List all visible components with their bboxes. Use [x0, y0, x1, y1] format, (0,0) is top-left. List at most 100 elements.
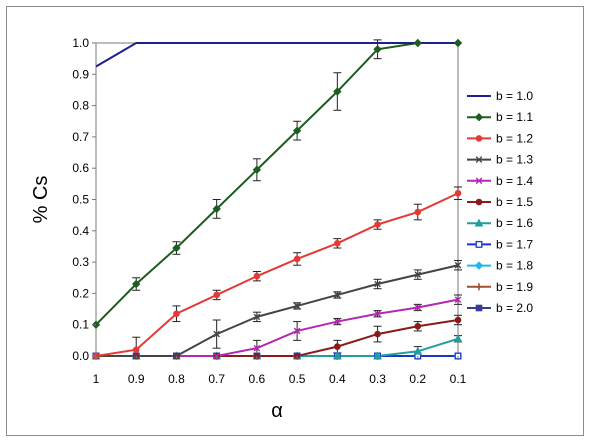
legend-label: b = 2.0	[496, 301, 533, 315]
data-point-b13	[374, 280, 381, 288]
data-point-b12	[374, 221, 381, 228]
data-point-b12	[253, 272, 261, 280]
legend-label: b = 1.4	[496, 174, 533, 188]
legend-label: b = 1.8	[496, 259, 533, 273]
y-tick-label: 1.0	[72, 36, 89, 50]
data-point-b15	[414, 322, 422, 330]
data-point-b14	[293, 327, 301, 335]
data-point-b11	[292, 126, 302, 135]
plot-border	[95, 42, 459, 357]
data-point-b11	[172, 243, 181, 253]
series-lines	[95, 42, 459, 357]
legend-marker	[474, 261, 484, 270]
series-line-b12	[95, 192, 459, 357]
legend: b = 1.0 b = 1.1 b = 1.2 b = 1.3 b = 1.4 b = 1…	[467, 89, 533, 315]
series-line-b13	[96, 264, 459, 357]
data-point-b16	[453, 334, 463, 343]
data-point-b13	[253, 313, 261, 321]
data-point-b11	[373, 45, 382, 54]
y-tick-label: 0.7	[72, 130, 89, 144]
series-line-b10	[95, 42, 458, 68]
data-point-b14	[414, 304, 422, 311]
data-point-b11	[132, 279, 141, 289]
data-point-b11	[212, 204, 221, 214]
y-tick-label: 0.9	[72, 67, 89, 81]
data-point-b12	[173, 310, 180, 318]
data-point-b12	[414, 208, 422, 216]
data-point-b16	[413, 346, 423, 355]
legend-item-b17: b = 1.7	[467, 237, 533, 251]
data-point-b13	[414, 271, 422, 278]
data-point-b12	[454, 189, 462, 197]
data-point-b15	[454, 316, 462, 324]
legend-item-b20: b = 2.0	[467, 301, 533, 315]
legend-item-b14: b = 1.4	[467, 174, 533, 188]
legend-label: b = 1.6	[496, 216, 533, 230]
x-tick-label: 0.6	[249, 372, 266, 386]
legend-label: b = 1.2	[496, 131, 533, 145]
series-line-b11	[95, 42, 458, 326]
data-point-b14	[454, 296, 462, 303]
x-tick-label: 0.3	[369, 372, 386, 386]
data-point-b11	[413, 38, 422, 48]
data-point-b13	[213, 330, 220, 338]
data-point-b14	[374, 310, 381, 318]
data-point-b14	[334, 318, 341, 325]
plot-area	[95, 42, 459, 357]
data-point-b12	[334, 240, 341, 247]
x-tick-label: 0.2	[409, 372, 426, 386]
data-point-b15	[334, 343, 341, 350]
legend-item-b15: b = 1.5	[467, 195, 533, 209]
legend-marker	[475, 283, 483, 291]
data-point-b12	[293, 255, 301, 263]
legend-item-b18: b = 1.8	[467, 259, 533, 273]
legend-item-b13: b = 1.3	[467, 153, 533, 167]
legend-item-b10: b = 1.0	[467, 89, 533, 103]
legend-item-b11: b = 1.1	[467, 110, 533, 124]
legend-item-b12: b = 1.2	[467, 131, 533, 145]
y-tick-label: 0.1	[72, 318, 89, 332]
legend-item-b16: b = 1.6	[467, 216, 533, 230]
x-tick-label: 0.1	[450, 372, 467, 386]
x-tick-label: 0.9	[128, 372, 145, 386]
x-tick-label: 0.4	[329, 372, 346, 386]
x-axis-ticks: 1 0.9 0.8 0.7 0.6 0.5 0.4 0.3 0.2 0.1	[93, 356, 467, 386]
legend-marker	[475, 304, 483, 312]
y-tick-label: 0.4	[72, 224, 89, 238]
legend-marker	[475, 177, 483, 185]
y-tick-label: 0.6	[72, 161, 89, 175]
legend-label: b = 1.1	[496, 110, 533, 124]
legend-label: b = 1.9	[496, 280, 533, 294]
data-point-b12	[132, 346, 140, 354]
x-tick-label: 0.7	[208, 372, 225, 386]
data-point-b12	[213, 291, 220, 299]
data-point-b11	[333, 87, 342, 96]
legend-marker	[475, 156, 483, 163]
legend-label: b = 1.7	[496, 237, 533, 251]
legend-label: b = 1.3	[496, 153, 533, 167]
legend-marker	[475, 240, 483, 248]
legend-item-b19: b = 1.9	[467, 280, 533, 294]
x-tick-label: 0.5	[289, 372, 306, 386]
data-point-b13	[293, 302, 301, 310]
y-axis-ticks: 0.0 0.1 0.2 0.3 0.4 0.5 0.6 0.7 0.8 0.9 1.0	[72, 36, 96, 363]
legend-label: b = 1.5	[496, 195, 533, 209]
y-tick-label: 0.8	[72, 99, 89, 113]
data-point-b11	[252, 165, 262, 174]
y-tick-label: 0.3	[72, 255, 89, 269]
data-point-b13	[334, 291, 341, 299]
data-point-b11	[453, 38, 463, 48]
x-tick-label: 1	[93, 372, 100, 386]
legend-marker	[475, 135, 483, 142]
data-point-b13	[454, 261, 462, 269]
y-tick-label: 0.5	[72, 193, 89, 207]
chart-frame: 0.0 0.1 0.2 0.3 0.4 0.5 0.6 0.7 0.8 0.9 1.0 1 0.9 0.…	[6, 6, 584, 436]
y-axis-title: % Cs	[30, 176, 52, 224]
x-axis-title: α	[271, 400, 283, 422]
y-tick-label: 0.0	[72, 349, 89, 363]
data-point-b14	[253, 344, 261, 352]
chart-svg: 0.00.10.20.30.40.50.60.70.80.91.0 1 0.9 0.…	[30, 36, 533, 422]
legend-label: b = 1.0	[496, 89, 533, 103]
y-tick-label: 0.2	[72, 286, 89, 300]
data-point-b15	[374, 330, 381, 338]
